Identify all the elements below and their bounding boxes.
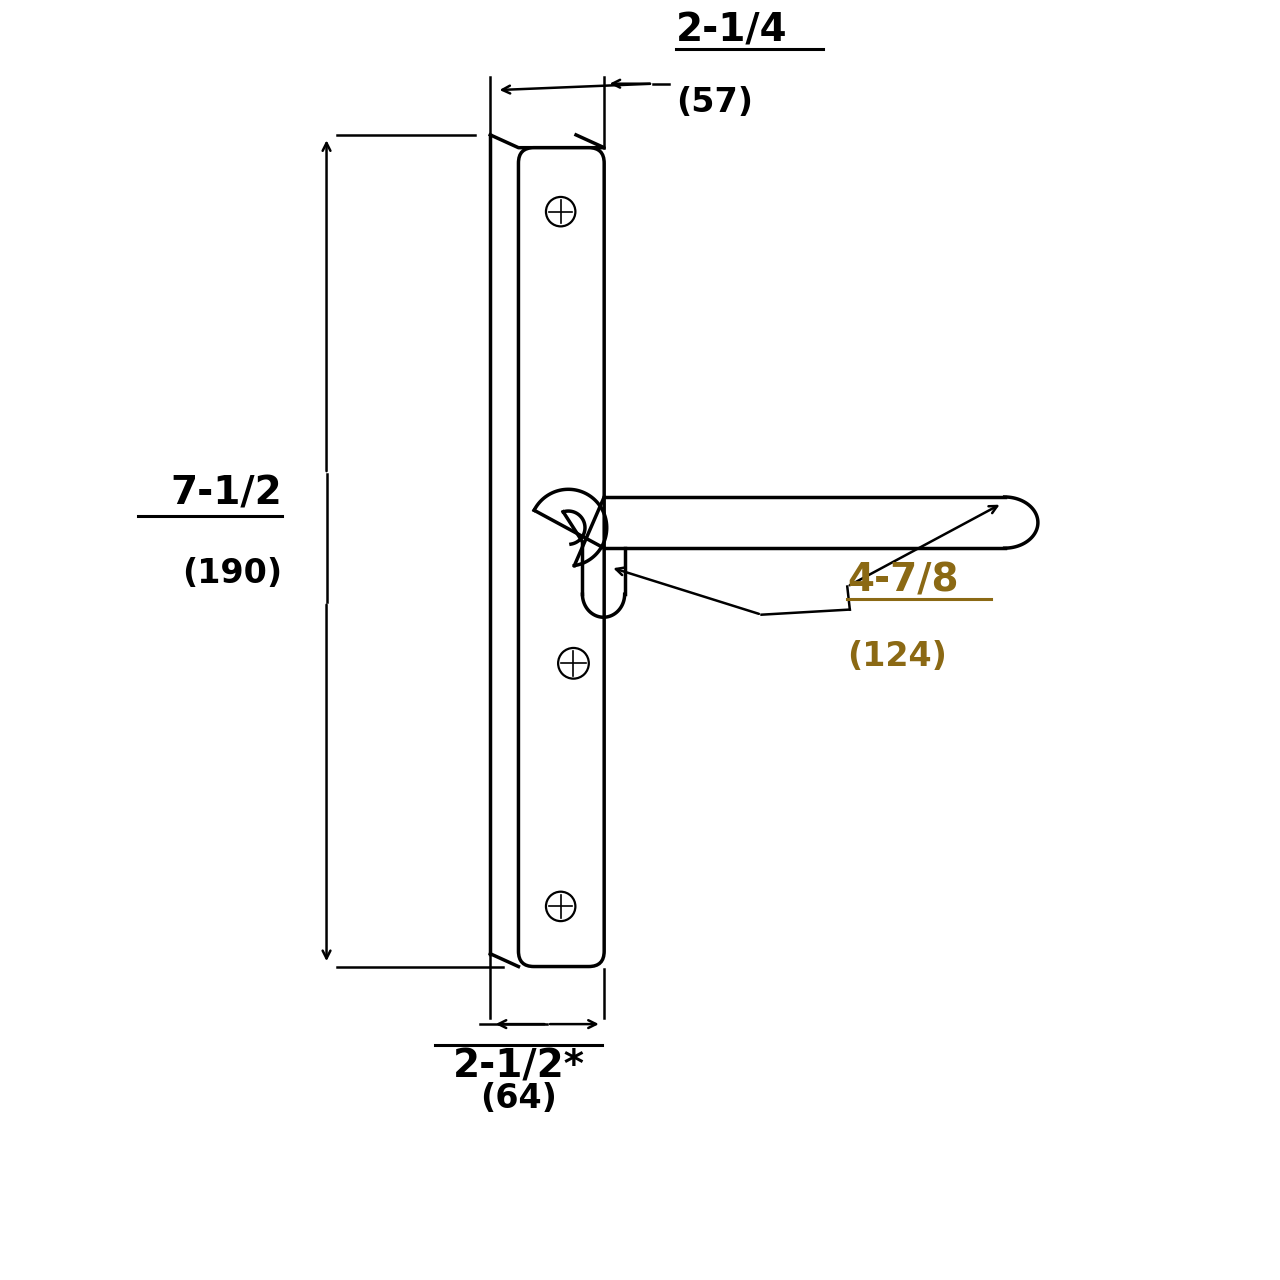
- Text: (190): (190): [182, 557, 282, 590]
- Text: 2-1/2*: 2-1/2*: [452, 1047, 585, 1085]
- Text: 4-7/8: 4-7/8: [847, 562, 959, 599]
- FancyBboxPatch shape: [518, 147, 604, 966]
- Text: 2-1/4: 2-1/4: [676, 12, 787, 49]
- Text: (124): (124): [847, 640, 947, 673]
- Text: 7-1/2: 7-1/2: [170, 475, 282, 512]
- Text: (64): (64): [480, 1082, 557, 1115]
- Text: (57): (57): [676, 86, 753, 119]
